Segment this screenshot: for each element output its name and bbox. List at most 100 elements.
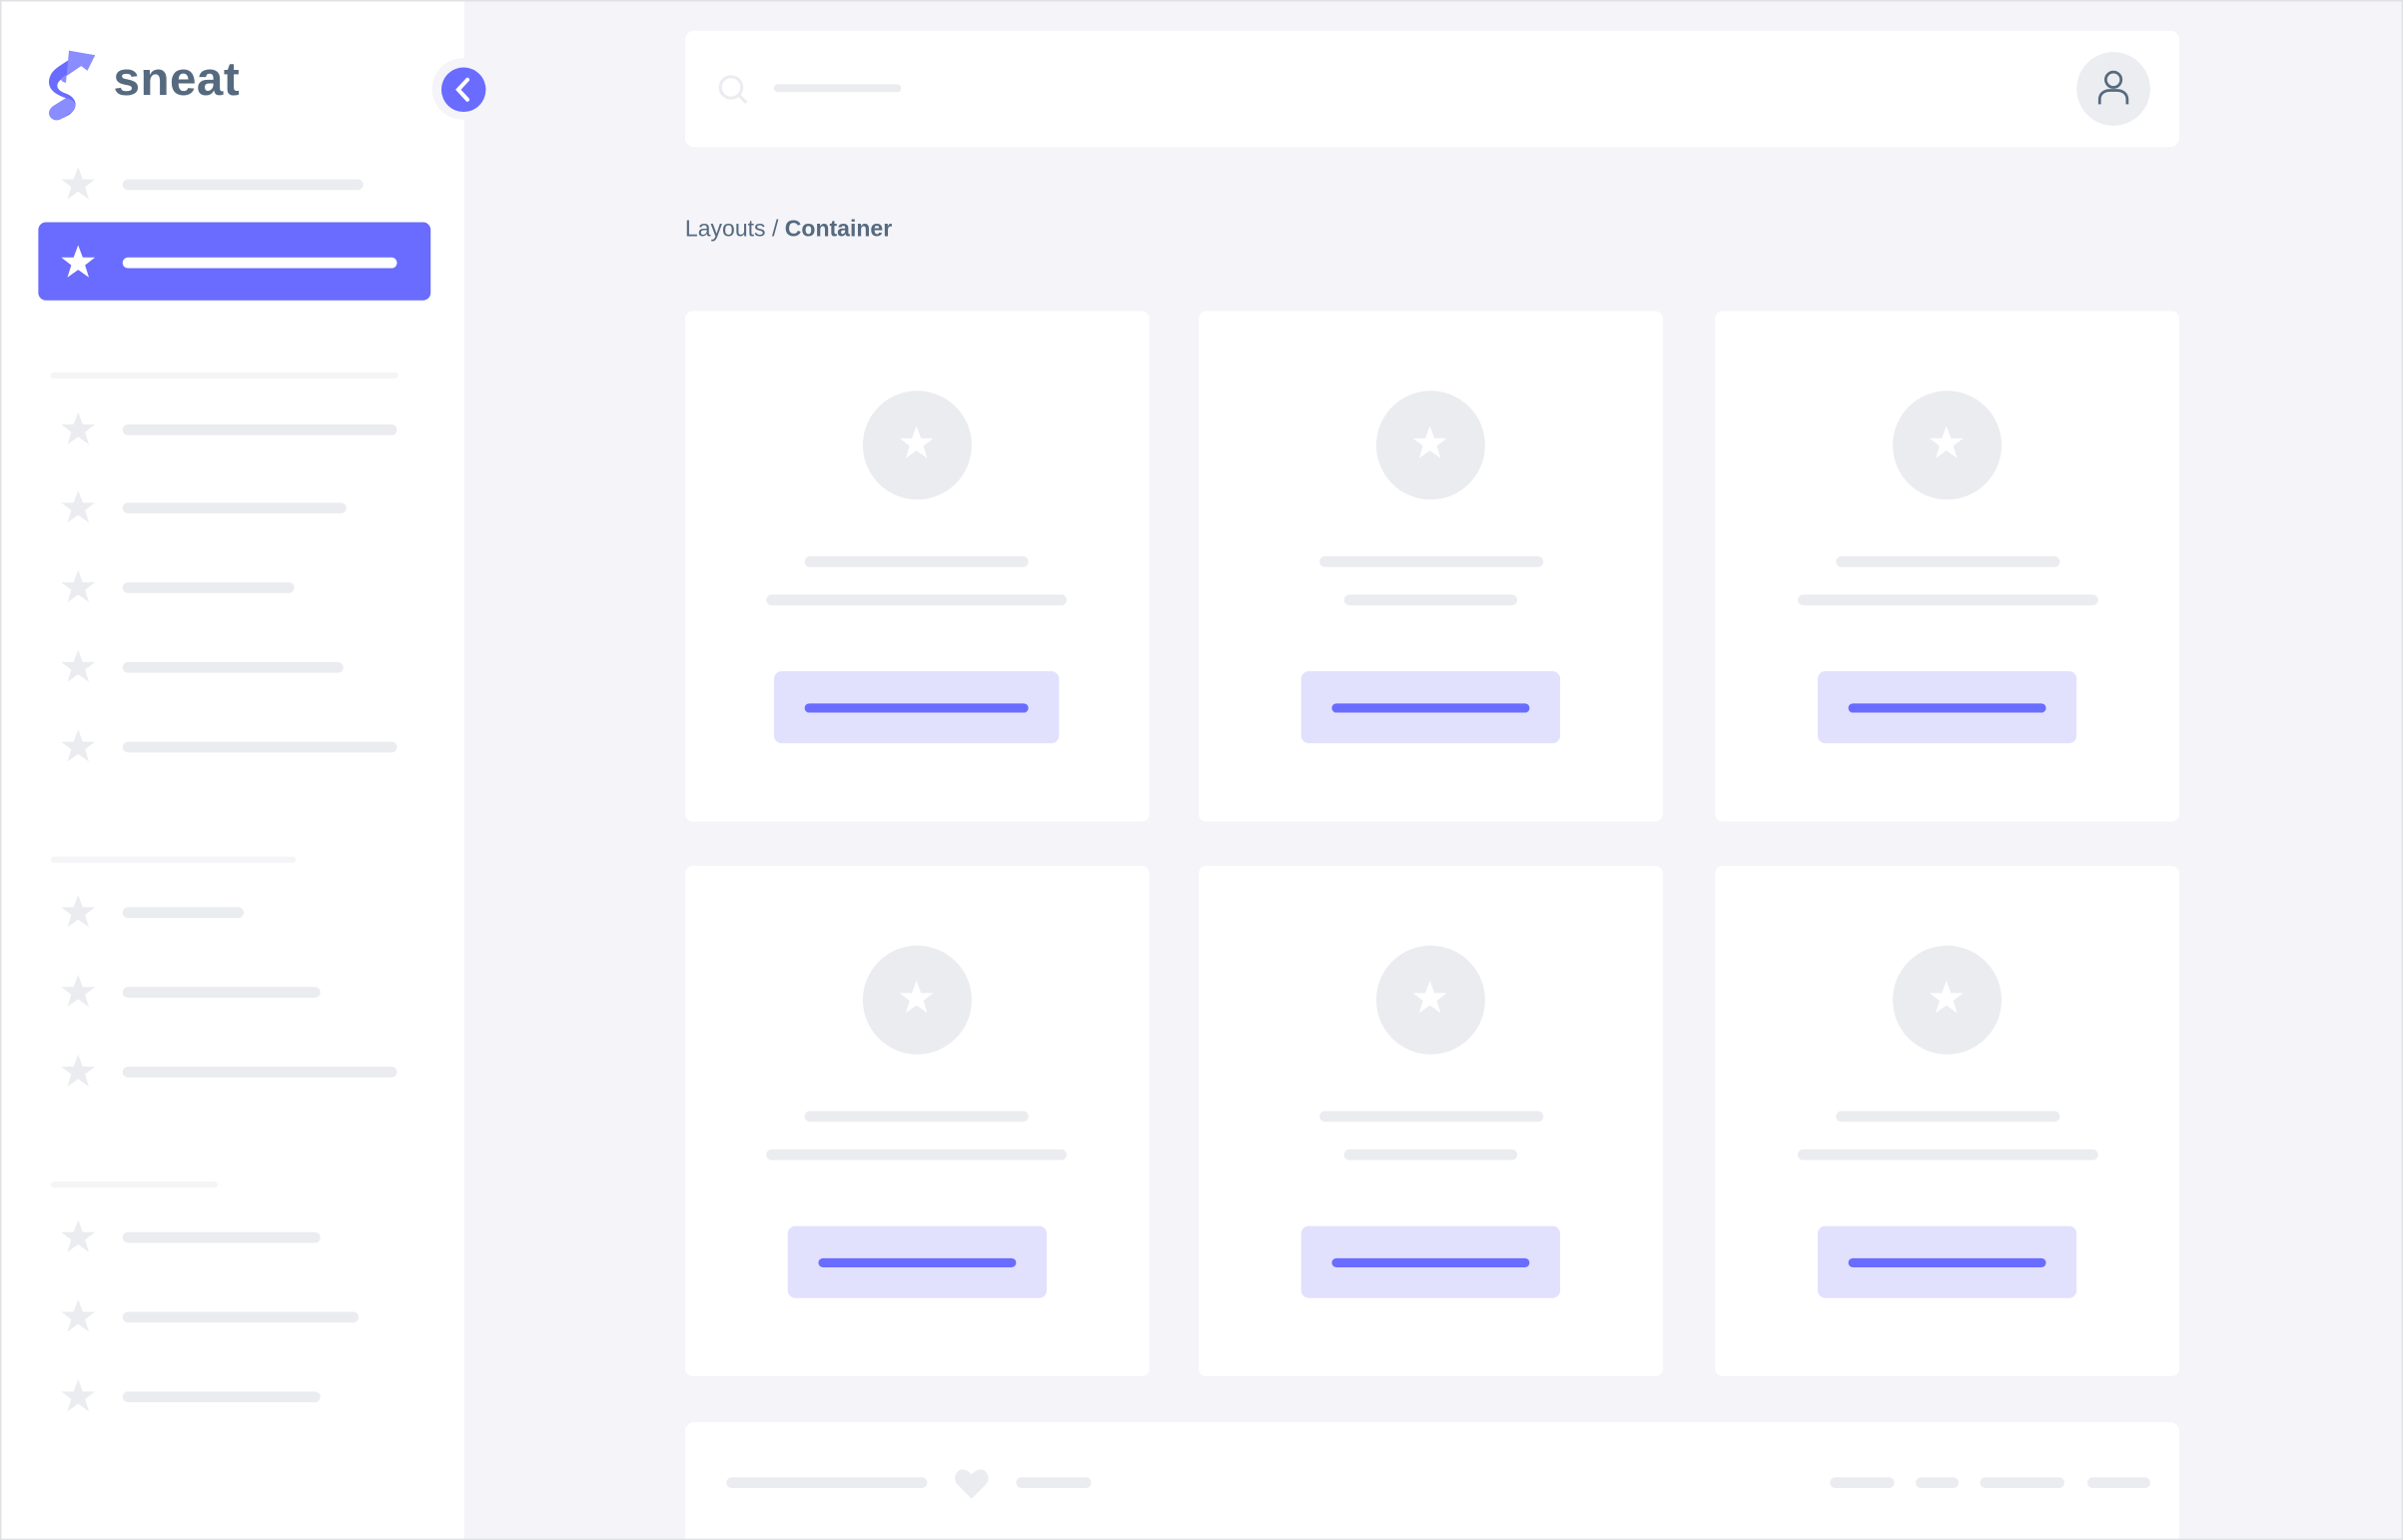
star-icon: [58, 1052, 98, 1092]
card-subtitle: [766, 594, 1068, 606]
star-icon: [58, 567, 98, 607]
card-button-label: [1331, 703, 1530, 713]
brand-name: sneat: [113, 52, 241, 106]
search-icon[interactable]: [717, 74, 751, 108]
card-avatar: [1893, 945, 2002, 1055]
sidebar-item[interactable]: [48, 639, 415, 694]
sidebar-item[interactable]: [48, 1368, 415, 1423]
card-button-label: [1848, 703, 2046, 713]
card-avatar: [1375, 945, 1485, 1055]
footer-link[interactable]: [1916, 1477, 1960, 1488]
footer-link[interactable]: [1980, 1477, 2064, 1488]
breadcrumb: Layouts / Container: [685, 216, 892, 242]
sidebar-item-label: [122, 741, 398, 753]
star-icon: [897, 423, 937, 463]
card-avatar: [1893, 390, 2002, 500]
star-icon: [58, 409, 98, 449]
sidebar-item-active[interactable]: [38, 222, 431, 301]
card-title: [804, 556, 1029, 567]
footer-author-link[interactable]: [1016, 1477, 1092, 1488]
star-icon: [1927, 978, 1967, 1018]
card-button-label: [818, 1257, 1017, 1268]
star-icon: [58, 1216, 98, 1256]
sidebar-item-label: [122, 1067, 398, 1078]
sidebar-item[interactable]: [48, 964, 415, 1019]
star-icon: [1927, 423, 1967, 463]
card-action-button[interactable]: [1300, 671, 1561, 744]
footer-link[interactable]: [2086, 1477, 2150, 1488]
sidebar-section-header: [50, 1181, 218, 1188]
star-icon: [58, 892, 98, 932]
star-icon: [897, 978, 937, 1018]
sidebar-item[interactable]: [48, 559, 415, 614]
sidebar-item[interactable]: [48, 479, 415, 534]
card-action-button[interactable]: [1817, 671, 2077, 744]
star-icon: [58, 1376, 98, 1416]
content-card: [684, 865, 1150, 1376]
breadcrumb-parent[interactable]: Layouts: [684, 216, 766, 243]
content-card: [1715, 865, 2180, 1376]
content-card: [1715, 311, 2180, 822]
card-subtitle: [1797, 594, 2098, 606]
breadcrumb-current: Container: [784, 216, 893, 243]
collapse-sidebar-button[interactable]: [440, 67, 486, 113]
card-subtitle: [1797, 1149, 2098, 1160]
top-navbar: [684, 30, 2180, 148]
card-title: [1836, 556, 2060, 567]
search-input[interactable]: [773, 84, 902, 93]
star-icon: [58, 242, 98, 282]
sidebar-item-label: [122, 1311, 360, 1323]
sidebar-item-label: [122, 582, 295, 593]
sidebar: sneat: [1, 1, 464, 1539]
sidebar-item[interactable]: [48, 1289, 415, 1344]
card-title: [1319, 1111, 1544, 1123]
sidebar-item-label: [122, 1231, 321, 1243]
card-title: [1319, 556, 1544, 567]
sidebar-section-header: [50, 856, 297, 863]
chevron-left-icon: [455, 77, 470, 102]
card-action-button[interactable]: [773, 671, 1060, 744]
sidebar-item-label: [122, 257, 398, 269]
sidebar-item-label: [122, 179, 364, 191]
star-icon: [58, 726, 98, 766]
sidebar-item[interactable]: [48, 157, 415, 212]
sidebar-item-label: [122, 1391, 321, 1403]
card-action-button[interactable]: [1817, 1225, 2077, 1298]
sidebar-item-label: [122, 907, 244, 919]
sidebar-item[interactable]: [48, 1209, 415, 1264]
sidebar-item[interactable]: [48, 1044, 415, 1099]
sidebar-item-label: [122, 661, 344, 673]
user-icon: [2097, 70, 2129, 105]
card-avatar: [862, 390, 972, 500]
card-action-button[interactable]: [787, 1225, 1048, 1298]
star-icon: [58, 1296, 98, 1336]
content-card: [1198, 865, 1663, 1376]
star-icon: [1410, 423, 1450, 463]
sidebar-item[interactable]: [48, 719, 415, 774]
heart-icon: [955, 1469, 989, 1499]
star-icon: [58, 647, 98, 687]
sidebar-item-label: [122, 987, 321, 998]
footer-link[interactable]: [1830, 1477, 1895, 1488]
card-subtitle: [1343, 594, 1518, 606]
sidebar-item[interactable]: [48, 401, 415, 456]
star-icon: [58, 164, 98, 204]
sidebar-item-label: [122, 424, 398, 435]
sneat-logo-icon: [48, 50, 96, 121]
breadcrumb-separator: /: [765, 216, 785, 243]
sidebar-item[interactable]: [48, 884, 415, 939]
content-card: [1198, 311, 1663, 822]
content-card: [684, 311, 1150, 822]
card-button-label: [804, 703, 1029, 713]
card-button-label: [1848, 1257, 2046, 1268]
card-title: [804, 1111, 1029, 1123]
sidebar-item-label: [122, 502, 347, 514]
footer-copyright: [726, 1477, 928, 1488]
star-icon: [1410, 978, 1450, 1018]
card-button-label: [1331, 1257, 1530, 1268]
card-subtitle: [1343, 1149, 1518, 1160]
footer: [684, 1422, 2180, 1539]
card-action-button[interactable]: [1300, 1225, 1561, 1298]
user-avatar[interactable]: [2076, 52, 2150, 126]
